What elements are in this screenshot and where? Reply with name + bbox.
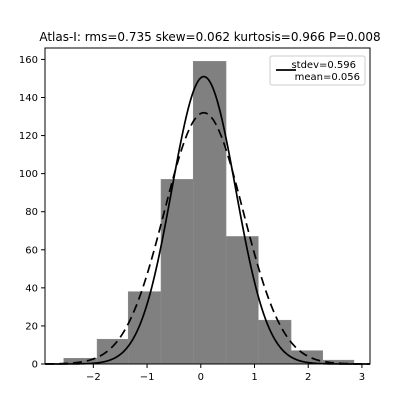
chart-title: Atlas-I: rms=0.735 skew=0.062 kurtosis=0… — [39, 30, 380, 44]
histogram-bar-6 — [257, 319, 292, 365]
y-tick-label-0: 0 — [32, 360, 38, 371]
x-tick-label-4: 2 — [305, 372, 311, 383]
plot-frame — [44, 47, 371, 365]
x-tick-label-1: −1 — [140, 372, 155, 383]
x-axis: −2 −1 0 1 2 3 — [86, 364, 365, 383]
y-tick-label-5: 100 — [19, 169, 38, 180]
x-tick-label-2: 0 — [198, 372, 204, 383]
histogram-bar-3 — [160, 179, 194, 365]
histogram-bars — [63, 61, 355, 365]
legend-box — [269, 55, 366, 86]
fit-curve-solid — [45, 75, 370, 365]
fit-curves — [44, 75, 370, 365]
legend: stdev=0.596 mean=0.056 — [269, 55, 366, 86]
y-tick-label-2: 40 — [25, 283, 38, 294]
x-tick-label-0: −2 — [86, 372, 101, 383]
histogram-bar-5 — [225, 236, 259, 365]
y-tick-label-4: 80 — [25, 207, 38, 218]
fit-curve-dashed — [44, 111, 370, 365]
x-tick-label-5: 3 — [359, 372, 365, 383]
y-tick-label-7: 140 — [19, 93, 38, 104]
y-tick-label-1: 20 — [25, 321, 38, 332]
y-axis: 0 20 40 60 80 100 120 140 160 — [19, 55, 45, 371]
legend-stdev-label: stdev=0.596 — [291, 60, 356, 71]
y-tick-label-6: 120 — [19, 131, 38, 142]
x-tick-label-3: 1 — [251, 372, 257, 383]
histogram-bar-4 — [192, 61, 227, 365]
y-tick-label-8: 160 — [19, 55, 38, 66]
histogram-bar-2 — [127, 291, 162, 365]
legend-mean-label: mean=0.056 — [295, 72, 360, 83]
y-tick-label-3: 60 — [25, 245, 38, 256]
